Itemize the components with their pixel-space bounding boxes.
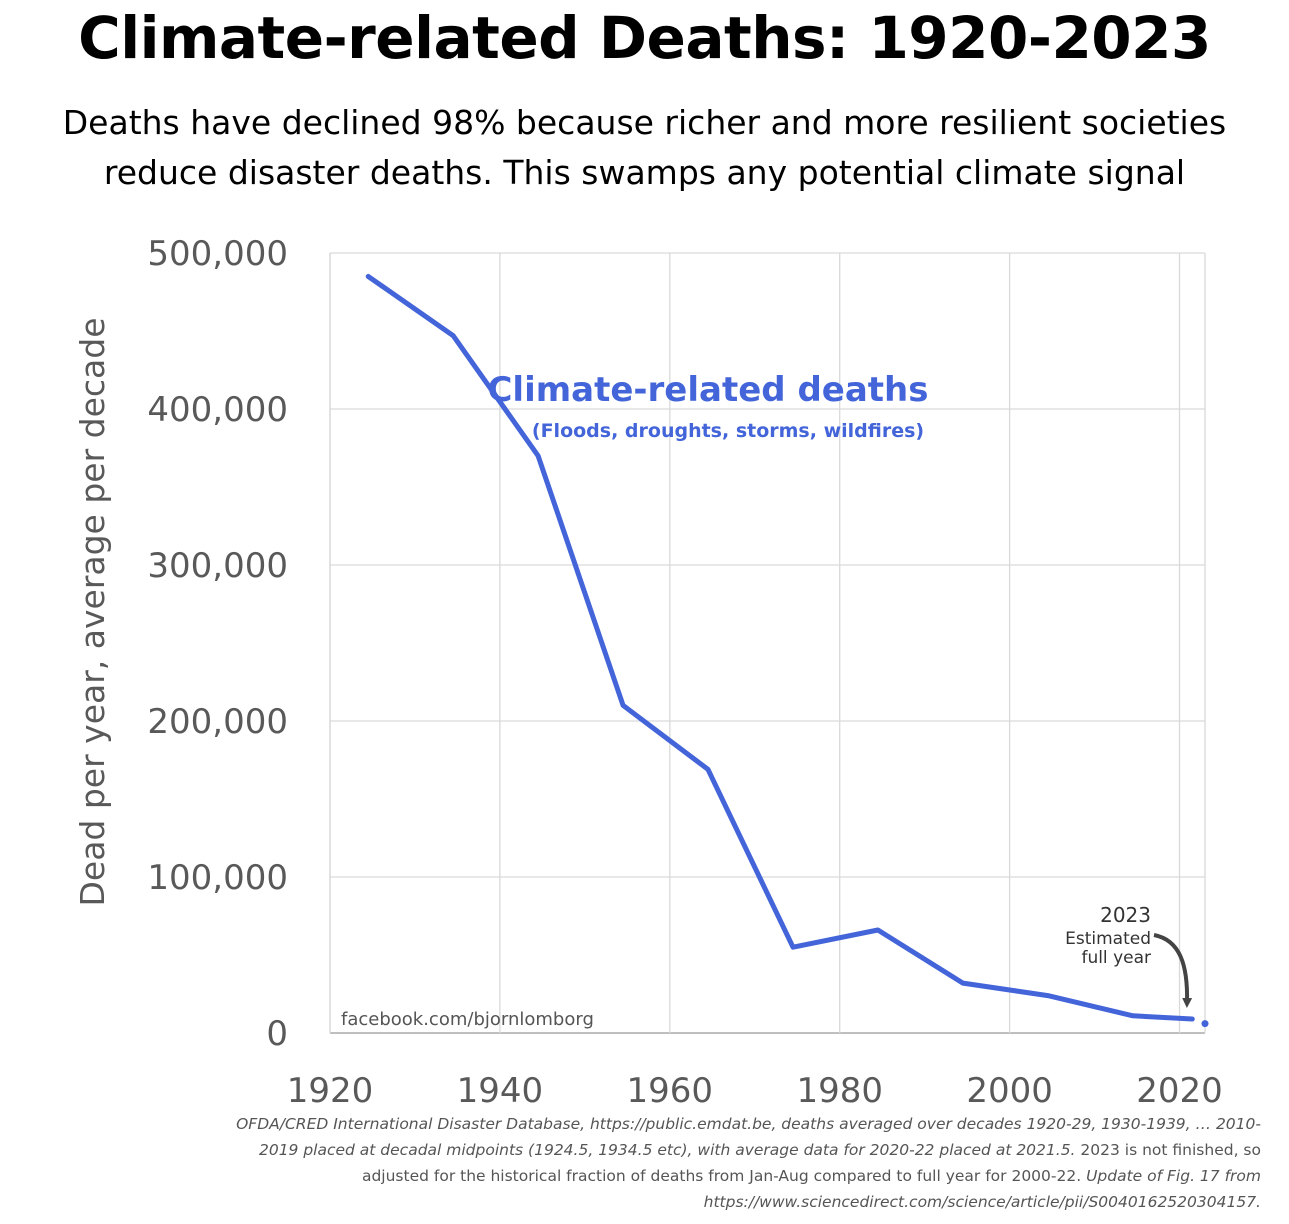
y-axis-label: Dead per year, average per decade bbox=[73, 317, 112, 906]
y-tick-label: 100,000 bbox=[147, 858, 288, 898]
chart-subtitle: Deaths have declined 98% because richer … bbox=[0, 98, 1289, 198]
y-tick-label: 500,000 bbox=[147, 234, 288, 274]
estimate-label-line2: Estimated bbox=[1065, 929, 1151, 949]
estimate-point-2023 bbox=[1201, 1020, 1209, 1028]
source-text-2b: 2023 is not finished, so bbox=[1075, 1141, 1261, 1159]
series-layer bbox=[365, 273, 1209, 1028]
source-line-4: https://www.sciencedirect.com/science/ar… bbox=[61, 1189, 1261, 1215]
y-tick-label: 200,000 bbox=[147, 702, 288, 742]
y-tick-label: 300,000 bbox=[147, 546, 288, 586]
source-text-2: 2019 placed at decadal midpoints (1924.5… bbox=[258, 1141, 1076, 1159]
chart-title: Climate-related Deaths: 1920-2023 bbox=[78, 4, 1211, 72]
source-note: OFDA/CRED International Disaster Databas… bbox=[61, 1111, 1261, 1215]
x-tick-label: 2000 bbox=[966, 1071, 1053, 1110]
source-text-3b: Update of Fig. 17 from bbox=[1081, 1167, 1261, 1185]
estimate-label-line3: full year bbox=[1081, 948, 1151, 968]
x-tick-label: 2020 bbox=[1136, 1071, 1223, 1110]
watermark: facebook.com/bjornlomborg bbox=[341, 1009, 594, 1030]
gridlines bbox=[329, 252, 1206, 1034]
subtitle-line-2: reduce disaster deaths. This swamps any … bbox=[103, 153, 1186, 192]
line-chart: 0 100,000 200,000 300,000 400,000 500,000 192… bbox=[73, 234, 1223, 1110]
source-line-2: 2019 placed at decadal midpoints (1924.5… bbox=[61, 1137, 1261, 1163]
estimate-label-year: 2023 bbox=[1100, 903, 1151, 927]
estimate-arrow bbox=[1153, 933, 1193, 1008]
x-axis-ticks: 1920 1940 1960 1980 2000 2020 bbox=[287, 1071, 1223, 1110]
series-label: Climate-related deaths bbox=[487, 370, 928, 410]
series-sublabel: (Floods, droughts, storms, wildfires) bbox=[532, 420, 924, 442]
source-line-1: OFDA/CRED International Disaster Databas… bbox=[61, 1111, 1261, 1137]
y-tick-label: 0 bbox=[266, 1014, 288, 1054]
y-axis-ticks: 0 100,000 200,000 300,000 400,000 500,000 bbox=[147, 234, 288, 1054]
source-line-3: adjusted for the historical fraction of … bbox=[61, 1163, 1261, 1189]
x-tick-label: 1920 bbox=[287, 1071, 374, 1110]
source-text-3: adjusted for the historical fraction of … bbox=[361, 1167, 1082, 1185]
source-text-1: OFDA/CRED International Disaster Databas… bbox=[236, 1115, 1261, 1133]
source-text-4: https://www.sciencedirect.com/science/ar… bbox=[703, 1193, 1261, 1211]
x-tick-label: 1960 bbox=[627, 1071, 714, 1110]
series-line-climate-deaths bbox=[365, 273, 1195, 1022]
x-tick-label: 1980 bbox=[796, 1071, 883, 1110]
y-tick-label: 400,000 bbox=[147, 390, 288, 430]
x-tick-label: 1940 bbox=[457, 1071, 544, 1110]
subtitle-line-1: Deaths have declined 98% because richer … bbox=[62, 103, 1227, 142]
